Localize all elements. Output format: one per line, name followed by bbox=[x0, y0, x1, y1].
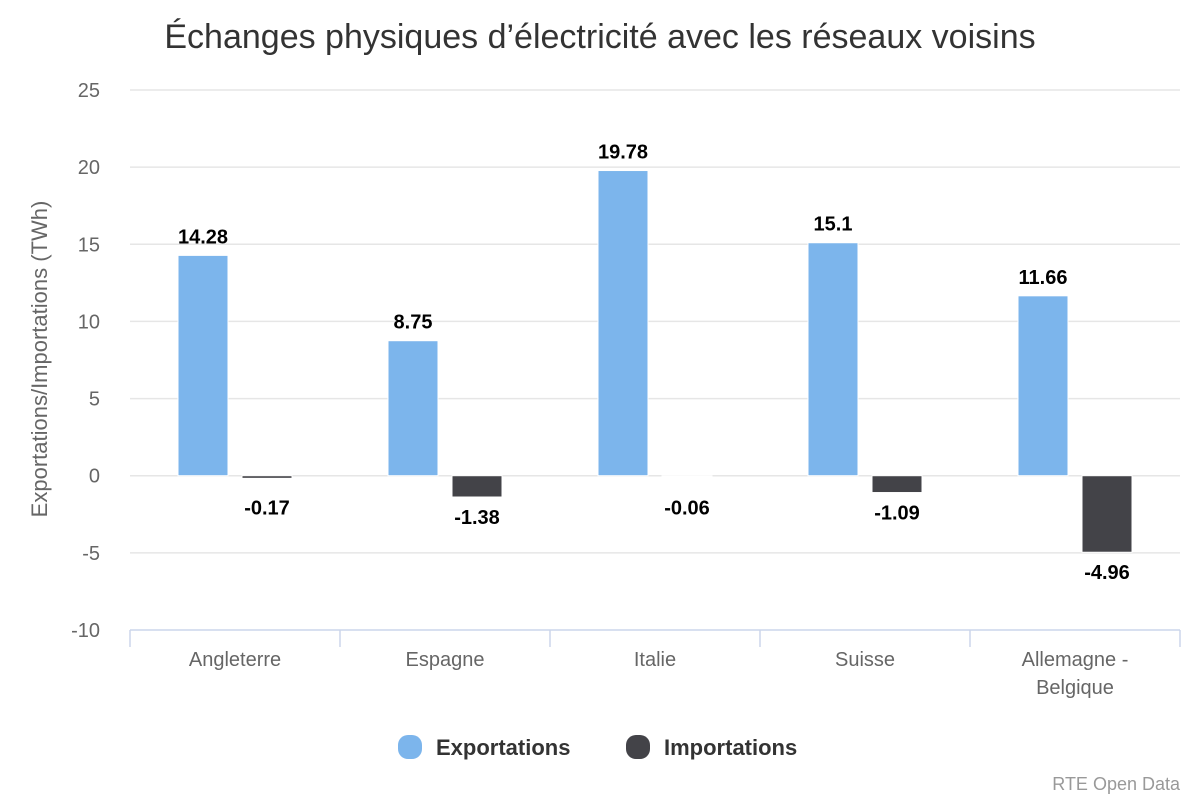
bar-exportations-2[interactable] bbox=[597, 170, 649, 477]
bar-importations-4[interactable] bbox=[1081, 475, 1133, 553]
data-label: 11.66 bbox=[1019, 267, 1068, 289]
data-label: -1.09 bbox=[874, 503, 920, 525]
bar-importations-1[interactable] bbox=[451, 475, 503, 498]
y-tick-label: 20 bbox=[78, 157, 100, 179]
y-tick-label: -5 bbox=[82, 543, 100, 565]
bar-importations-0[interactable] bbox=[241, 475, 293, 479]
data-label: 8.75 bbox=[394, 312, 433, 334]
x-tick-label: Suisse bbox=[835, 649, 895, 671]
data-label: -4.96 bbox=[1084, 562, 1130, 584]
data-label: 15.1 bbox=[814, 214, 853, 236]
bar-exportations-3[interactable] bbox=[807, 242, 859, 477]
bar-exportations-1[interactable] bbox=[387, 340, 439, 477]
x-axis: Angleterre Espagne Italie Suisse Allemagne -… bbox=[129, 629, 1181, 699]
legend-label: Importations bbox=[664, 735, 797, 760]
x-tick-label: Espagne bbox=[406, 649, 485, 671]
bars bbox=[177, 170, 1133, 553]
y-tick-label: 25 bbox=[78, 80, 100, 102]
legend[interactable]: Exportations Importations bbox=[398, 735, 797, 760]
data-label: -0.06 bbox=[664, 498, 710, 520]
x-tick-label: Italie bbox=[634, 649, 676, 671]
grid-lines bbox=[130, 89, 1180, 554]
legend-symbol bbox=[398, 735, 422, 759]
y-tick-label: 5 bbox=[89, 389, 100, 411]
bar-exportations-4[interactable] bbox=[1017, 295, 1069, 477]
data-label: 14.28 bbox=[178, 226, 228, 248]
x-tick-label: Angleterre bbox=[189, 649, 281, 671]
y-axis-title: Exportations/Importations (TWh) bbox=[27, 201, 52, 518]
y-tick-label: 15 bbox=[78, 234, 100, 256]
bar-importations-2[interactable] bbox=[661, 475, 713, 478]
y-tick-label: 0 bbox=[89, 466, 100, 488]
bar-exportations-0[interactable] bbox=[177, 254, 229, 477]
bar-importations-3[interactable] bbox=[871, 475, 923, 494]
legend-item-importations[interactable]: Importations bbox=[626, 735, 797, 760]
y-tick-label: -10 bbox=[71, 620, 100, 642]
x-tick-label: Allemagne - bbox=[1022, 649, 1129, 671]
data-labels: 14.28 8.75 19.78 15.1 11.66 -0.17 -1.38 -0.06 -1… bbox=[178, 142, 1130, 585]
data-label: -1.38 bbox=[454, 507, 500, 529]
legend-label: Exportations bbox=[436, 735, 570, 760]
data-label: 19.78 bbox=[598, 142, 648, 164]
y-axis: -10 -5 0 5 10 15 20 25 bbox=[71, 80, 100, 642]
legend-item-exportations[interactable]: Exportations bbox=[398, 735, 570, 760]
y-tick-label: 10 bbox=[78, 311, 100, 333]
credits[interactable]: RTE Open Data bbox=[1052, 774, 1181, 794]
x-tick-label: Belgique bbox=[1036, 677, 1114, 699]
legend-symbol bbox=[626, 735, 650, 759]
chart-title: Échanges physiques d’électricité avec le… bbox=[164, 18, 1035, 56]
data-label: -0.17 bbox=[244, 498, 290, 520]
